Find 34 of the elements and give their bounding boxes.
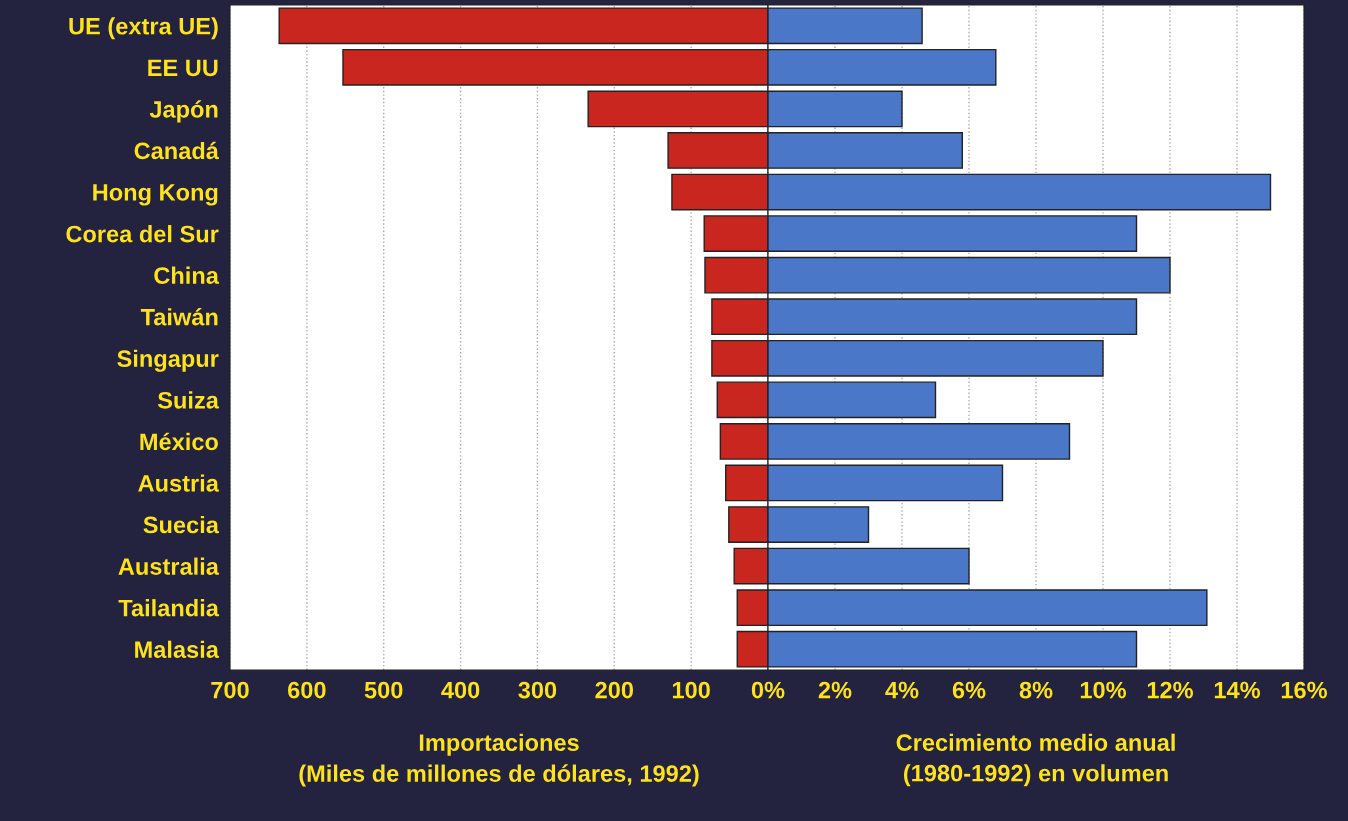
x-tick-label: 200	[595, 681, 634, 699]
y-tick-label: UE (extra UE)	[69, 17, 218, 40]
y-tick-label: China	[154, 266, 220, 284]
y-tick-label: Taiwán	[140, 307, 218, 326]
x-tick-label: 10%	[1080, 681, 1127, 699]
y-tick-label: Canadá	[134, 141, 219, 160]
y-tick-label: Suecia	[143, 515, 220, 534]
x-axis-title: Crecimiento medio anual (1980-1992) en volumen	[896, 733, 1175, 787]
y-tick-label: EE UU	[148, 59, 218, 77]
y-tick-label: Hong Kong	[93, 184, 218, 206]
x-tick-label: 14%	[1214, 681, 1261, 699]
x-tick-label: 0%	[751, 681, 785, 699]
y-tick-label: Tailandia	[118, 599, 220, 617]
x-tick-label: 8%	[1019, 681, 1053, 699]
y-tick-label: Austria	[138, 474, 220, 492]
y-tick-label: Japón	[149, 100, 218, 123]
y-tick-label: Australia	[118, 557, 220, 575]
x-tick-label: 16%	[1281, 681, 1328, 699]
x-tick-label: 12%	[1147, 681, 1194, 699]
y-tick-label: Malasia	[135, 640, 220, 659]
x-tick-label: 700	[211, 681, 249, 699]
x-tick-label: 4%	[885, 681, 919, 699]
x-tick-label: 600	[288, 681, 326, 699]
x-tick-label: 100	[672, 681, 710, 699]
y-tick-label: Suiza	[157, 391, 220, 409]
y-tick-label: Singapur	[117, 349, 219, 372]
x-tick-label: 300	[518, 681, 557, 699]
x-tick-label: 2%	[818, 681, 852, 699]
y-tick-label: Corea del Sur	[66, 225, 219, 243]
x-tick-label: 6%	[952, 681, 986, 699]
x-axis-title: Importaciones (Miles de millones de dólares, 1992)	[299, 733, 699, 787]
y-tick-label: México	[140, 432, 218, 451]
x-tick-label: 400	[441, 681, 480, 699]
x-tick-label: 500	[364, 681, 403, 699]
